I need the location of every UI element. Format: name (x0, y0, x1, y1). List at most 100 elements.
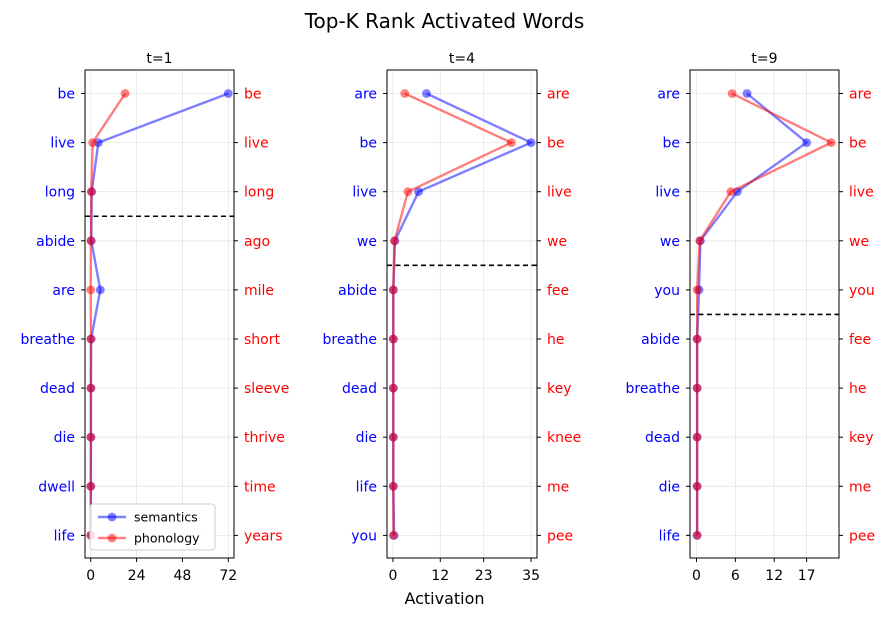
left-word-label: abide (36, 234, 75, 250)
phonology-line (695, 92, 834, 536)
plot-frame (84, 69, 235, 559)
right-word-label: me (547, 479, 569, 495)
phonology-point (692, 481, 702, 491)
left-word-label: dead (645, 430, 680, 446)
left-word-label: are (354, 87, 377, 103)
phonology-point (400, 89, 410, 98)
phonology-point (403, 187, 413, 197)
right-word-label: be (849, 136, 867, 152)
right-word-label: fee (547, 283, 569, 299)
left-word-label: abide (641, 332, 680, 348)
right-word-label: are (547, 87, 570, 103)
x-tick-label: 24 (128, 568, 146, 584)
left-word-label: life (54, 528, 75, 544)
left-word-label: live (352, 185, 377, 201)
x-tick-label: 12 (431, 568, 449, 584)
phonology-point (695, 236, 705, 246)
phonology-point (390, 236, 399, 246)
panel-2: t=4 are be live we abide breathe dead die life you… (322, 51, 581, 584)
phonology-point (726, 187, 736, 197)
panels: t=1 be live long abide are breathe dead die dwell… (20, 51, 875, 584)
right-word-label: be (244, 87, 262, 103)
phonology-point (692, 383, 702, 393)
right-word-label: key (849, 430, 874, 446)
left-word-label: life (659, 528, 680, 544)
phonology-point (86, 285, 96, 295)
left-word-label: be (663, 136, 681, 152)
left-word-label: are (657, 87, 680, 103)
phonology-point (86, 481, 96, 491)
semantics-point (95, 285, 105, 295)
phonology-point (692, 334, 702, 344)
left-word-label: breathe (322, 332, 377, 348)
left-word-label: dead (342, 381, 377, 397)
phonology-line (392, 92, 515, 536)
left-word-label: we (660, 234, 680, 250)
x-tick-label: 6 (731, 568, 740, 584)
x-tick-label: 35 (522, 568, 540, 584)
left-word-label: live (655, 185, 680, 201)
phonology-point (388, 531, 398, 540)
left-word-label: die (54, 430, 75, 446)
phonology-point (88, 138, 98, 148)
phonology-point (388, 334, 398, 344)
phonology-point (506, 138, 516, 148)
left-word-label: breathe (625, 381, 680, 397)
x-axis-label: Activation (404, 589, 484, 608)
phonology-point (86, 383, 96, 393)
panel-3: t=9 are be live we you abide breathe dead die life… (625, 51, 875, 584)
right-word-label: mile (244, 283, 274, 299)
right-word-label: you (849, 283, 875, 299)
phonology-point (388, 432, 398, 442)
left-word-label: live (50, 136, 75, 152)
panel-title: t=1 (146, 51, 172, 67)
right-word-label: sleeve (244, 381, 289, 397)
phonology-point (120, 89, 130, 98)
right-word-label: we (849, 234, 869, 250)
legend-phonology-label: phonology (134, 531, 200, 546)
legend-semantics-marker (107, 512, 117, 522)
phonology-point (86, 334, 96, 344)
x-tick-label: 23 (475, 568, 493, 584)
semantics-point (802, 138, 812, 148)
plot-frame (386, 69, 538, 559)
phonology-point (692, 432, 702, 442)
semantics-point (414, 187, 423, 197)
left-word-label: be (360, 136, 378, 152)
phonology-point (86, 236, 96, 246)
right-word-label: fee (849, 332, 871, 348)
semantics-point (422, 89, 431, 98)
left-word-label: dead (40, 381, 75, 397)
phonology-point (727, 89, 737, 98)
x-tick-label: 12 (765, 568, 783, 584)
phonology-line (89, 92, 127, 536)
panel-title: t=4 (449, 51, 475, 67)
left-word-label: abide (338, 283, 377, 299)
left-word-label: we (357, 234, 377, 250)
phonology-point (86, 187, 96, 197)
panel-1: t=1 be live long abide are breathe dead die dwell… (20, 51, 289, 584)
right-word-label: are (849, 87, 872, 103)
x-tick-label: 0 (388, 568, 397, 584)
right-word-label: we (547, 234, 567, 250)
right-word-label: pee (547, 528, 573, 544)
right-word-label: pee (849, 528, 875, 544)
right-word-label: me (849, 479, 871, 495)
x-tick-label: 48 (174, 568, 192, 584)
plot-frame (689, 69, 840, 559)
phonology-point (86, 432, 96, 442)
phonology-point (826, 138, 836, 148)
x-tick-label: 0 (692, 568, 701, 584)
legend-semantics-label: semantics (134, 510, 198, 525)
x-tick-label: 72 (219, 568, 237, 584)
right-word-label: knee (547, 430, 581, 446)
semantics-point (223, 89, 233, 98)
left-word-label: life (356, 479, 377, 495)
x-tick-label: 0 (86, 568, 95, 584)
right-word-label: live (547, 185, 572, 201)
left-word-label: you (654, 283, 680, 299)
right-word-label: thrive (244, 430, 285, 446)
left-word-label: long (45, 185, 75, 201)
right-word-label: key (547, 381, 572, 397)
